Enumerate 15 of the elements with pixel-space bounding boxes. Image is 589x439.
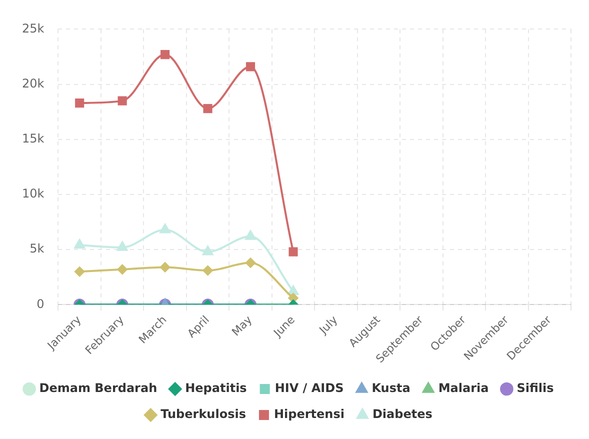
legend-label: Malaria [438, 381, 489, 396]
y-tick-label: 20k [22, 76, 44, 90]
legend-label: Diabetes [372, 407, 432, 422]
legend-label: Tuberkulosis [160, 407, 246, 422]
y-tick-label: 25k [22, 21, 44, 36]
legend-label: Hepatitis [185, 381, 247, 396]
y-tick-label: 0 [36, 296, 44, 311]
legend-label: Kusta [372, 381, 410, 396]
legend-label: Demam Berdarah [39, 381, 158, 396]
y-tick-label: 5k [30, 242, 44, 256]
y-tick-label: 15k [22, 132, 44, 146]
legend-label: HIV / AIDS [274, 381, 344, 396]
y-tick-label: 10k [22, 186, 44, 201]
legend-label: Sifilis [516, 381, 554, 396]
legend-label: Hipertensi [274, 407, 344, 422]
